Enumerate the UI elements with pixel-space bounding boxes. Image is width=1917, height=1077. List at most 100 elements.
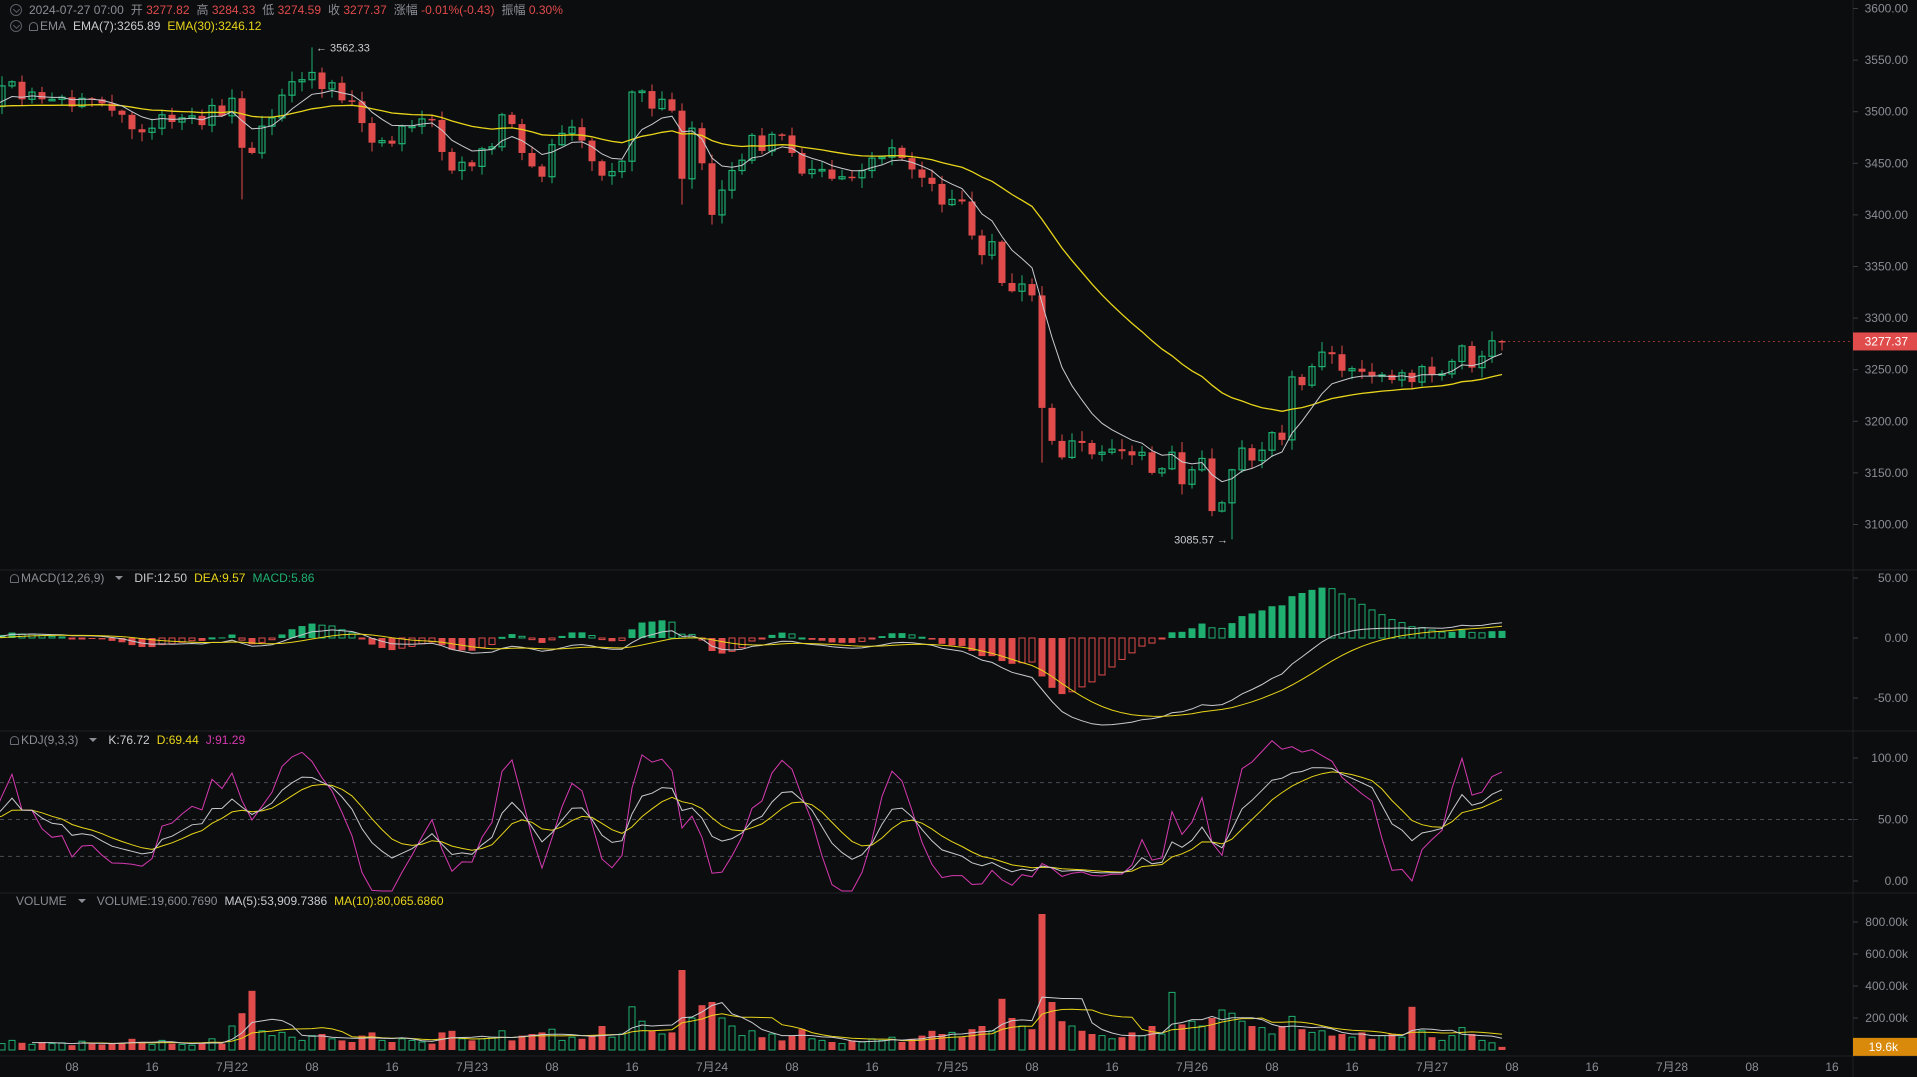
volume-bar — [728, 1025, 736, 1051]
low-price-marker: 3085.57 → — [1174, 534, 1228, 546]
volume-bar — [428, 1043, 436, 1050]
volume-bar — [518, 1035, 526, 1050]
dropdown-caret-icon[interactable] — [89, 738, 98, 742]
volume-bar — [1168, 991, 1176, 1051]
macd-bar — [558, 635, 566, 638]
candle-body-up — [558, 132, 566, 146]
volume-tag — [1853, 1037, 1917, 1056]
price-axis-label: 3250.00 — [1865, 363, 1909, 377]
volume-bar — [508, 1040, 516, 1050]
volume-indicator-name[interactable]: VOLUME — [16, 894, 67, 908]
volume-bar — [1158, 1033, 1166, 1051]
candle-body-down — [138, 129, 146, 133]
ohlc-legend: 2024-07-27 07:00 开 3277.82 高 3284.33 低 3… — [10, 1, 563, 18]
volume-bar — [1488, 1042, 1496, 1051]
candle-body-down — [908, 158, 916, 170]
volume-bar — [18, 1042, 26, 1050]
candle-body-up — [48, 98, 56, 102]
volume-bar — [48, 1043, 56, 1051]
candle-body-down — [1248, 448, 1256, 461]
candle-body-down — [798, 152, 806, 174]
ema-indicator-name[interactable]: EMA — [40, 19, 67, 33]
macd-bar — [1228, 623, 1236, 638]
candle-body-up — [638, 90, 646, 94]
volume-bar — [1438, 1039, 1446, 1051]
candle-body-up — [608, 170, 616, 177]
macd-bar — [718, 638, 726, 654]
volume-bar — [288, 1036, 296, 1051]
volume-bar — [938, 1034, 946, 1050]
macd-bar — [618, 637, 626, 641]
candle-body-down — [338, 82, 346, 101]
volume-bar — [1238, 1020, 1246, 1051]
candle-body-up — [268, 117, 276, 127]
candle-body-down — [708, 163, 716, 215]
volume-bar — [738, 1035, 746, 1051]
macd-bar — [1128, 637, 1136, 654]
kdj-indicator-name[interactable]: KDJ(9,3,3) — [21, 733, 79, 747]
volume-bar — [8, 1039, 16, 1051]
candle-body-up — [808, 168, 816, 175]
volume-bar — [1498, 1046, 1506, 1050]
macd-bar — [868, 637, 876, 640]
macd-bar — [0, 634, 6, 638]
macd-bar — [768, 634, 776, 638]
macd-bar — [258, 637, 266, 643]
volume-bar — [598, 1026, 606, 1050]
volume-bar — [228, 1025, 236, 1051]
macd-bar — [1178, 631, 1186, 638]
volume-bar — [568, 1036, 576, 1051]
bell-icon[interactable] — [29, 21, 38, 31]
bell-icon[interactable] — [10, 735, 19, 745]
candle-body-up — [728, 169, 736, 191]
candle-body-down — [588, 140, 596, 162]
volume-bar — [548, 1028, 556, 1051]
time-axis-label: 16 — [625, 1060, 639, 1074]
volume-axis-label: 800.00k — [1865, 915, 1909, 929]
volume-bar — [1288, 1015, 1296, 1051]
candle-body-up — [418, 118, 426, 127]
volume-bar — [1068, 1025, 1076, 1051]
volume-bar — [558, 1039, 566, 1051]
candle-body-down — [318, 72, 326, 89]
volume-bar — [1468, 1034, 1476, 1050]
change-label: 涨幅 — [393, 3, 418, 17]
volume-bar — [708, 1002, 716, 1050]
candle-body-down — [788, 135, 796, 153]
candle-body-down — [348, 100, 356, 102]
volume-bar — [1028, 1029, 1036, 1050]
price-axis-label: 3600.00 — [1865, 2, 1909, 16]
candle-body-up — [628, 91, 636, 162]
macd-bar — [658, 620, 666, 638]
volume-bar — [868, 1038, 876, 1051]
candle-body-down — [1178, 452, 1186, 485]
bell-icon[interactable] — [10, 573, 19, 583]
candle-body-up — [1348, 368, 1356, 372]
macd-bar — [1068, 637, 1076, 693]
price-axis-label: 3300.00 — [1865, 311, 1909, 325]
macd-bar — [1098, 637, 1106, 676]
candle-body-up — [568, 126, 576, 134]
kdj-axis-label: 100.00 — [1871, 751, 1908, 765]
volume-bar — [1328, 1035, 1336, 1050]
volume-bar — [68, 1045, 76, 1050]
volume-bar — [118, 1042, 126, 1050]
volume-bar — [648, 1030, 656, 1050]
volume-bar — [338, 1040, 346, 1050]
volume-bar — [1358, 1032, 1366, 1050]
macd-bar — [708, 638, 716, 652]
collapse-chevron-icon[interactable] — [10, 20, 22, 32]
macd-bar — [1408, 626, 1416, 639]
collapse-chevron-icon[interactable] — [10, 3, 22, 16]
time-axis-label: 08 — [1265, 1060, 1279, 1074]
macd-indicator-name[interactable]: MACD(12,26,9) — [21, 571, 105, 585]
time-axis-label: 7月26 — [1176, 1060, 1208, 1074]
volume-bar — [268, 1035, 276, 1051]
dropdown-caret-icon[interactable] — [115, 576, 124, 580]
volume-bar — [488, 1036, 496, 1051]
macd-bar — [288, 629, 296, 638]
dropdown-caret-icon[interactable] — [77, 899, 86, 903]
macd-bar — [1348, 598, 1356, 639]
time-axis-label: 16 — [385, 1060, 399, 1074]
